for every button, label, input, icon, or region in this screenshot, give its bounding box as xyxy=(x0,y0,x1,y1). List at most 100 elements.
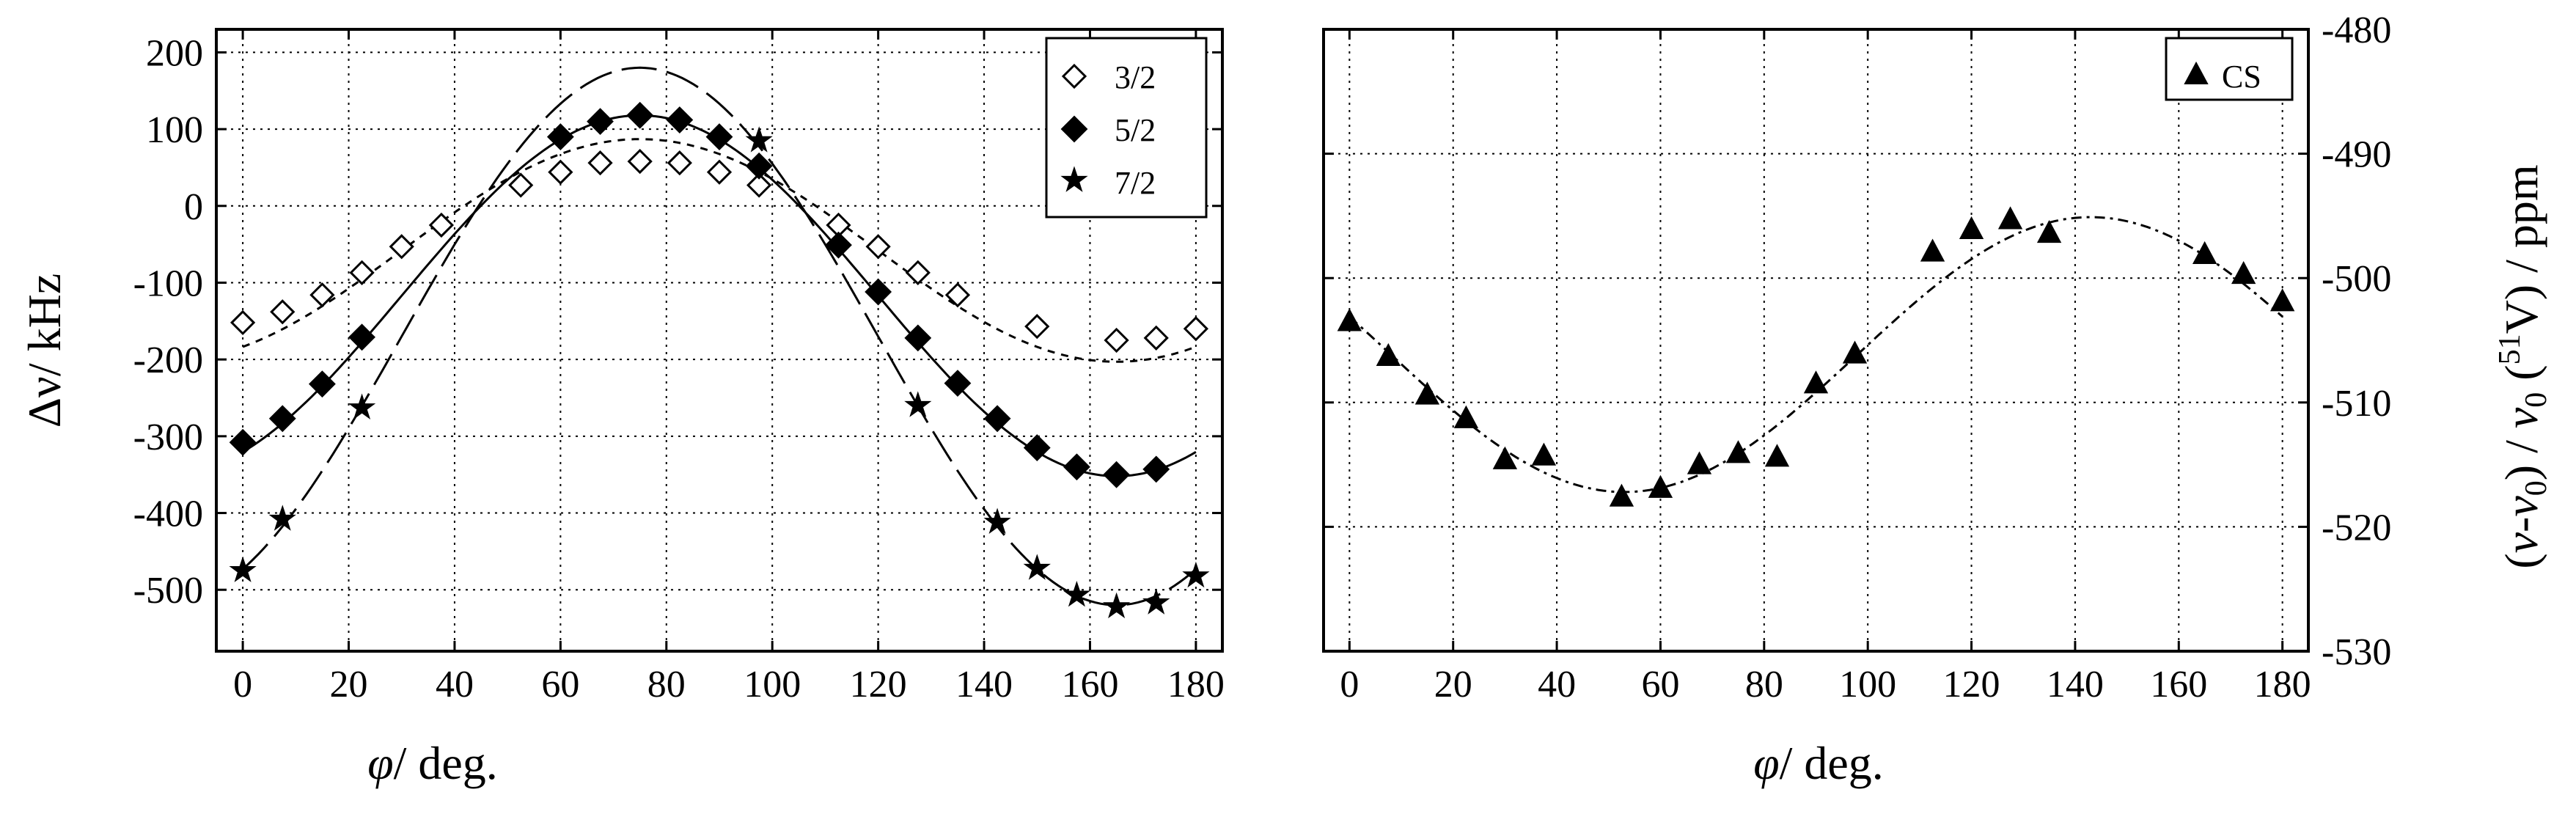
rlab-v: V) / ppm xyxy=(2495,164,2547,334)
data-point xyxy=(944,282,971,308)
data-point xyxy=(1725,440,1751,463)
rlab-sub0a: 0 xyxy=(2520,480,2553,496)
data-point xyxy=(2269,288,2295,312)
data-point xyxy=(1959,216,1984,240)
right-x-axis-unit: / deg. xyxy=(1780,737,1884,789)
x-tick-label: 80 xyxy=(1745,664,1783,705)
data-point xyxy=(1063,453,1090,481)
data-point xyxy=(1764,444,1790,467)
data-point xyxy=(745,152,773,180)
y-tick-label: 200 xyxy=(146,32,203,74)
legend-label-3-2: 3/2 xyxy=(1115,59,1156,95)
right-y-axis-label: (ν-ν0) / ν0 (51V) / ppm xyxy=(2493,164,2553,568)
x-tick-label: 0 xyxy=(233,664,252,705)
data-point xyxy=(508,172,534,198)
data-point xyxy=(865,234,891,260)
data-point xyxy=(1842,340,1868,364)
data-point xyxy=(1142,455,1170,483)
data-point xyxy=(1920,238,1945,262)
data-point xyxy=(667,150,692,176)
data-point xyxy=(1024,314,1050,340)
rlab-nu0a: ν xyxy=(2495,496,2547,517)
left-chart: 0 20 40 60 80 100 120 140 160 180 200 100 0 -100 -200 -… xyxy=(18,28,1225,789)
data-point xyxy=(546,123,574,150)
right-tick-labels: 0 20 40 60 80 100 120 140 160 180 -480 -490 -500 -510… xyxy=(1340,10,2391,705)
legend-item-cs: CS xyxy=(2184,59,2261,95)
data-point xyxy=(268,405,296,433)
data-point xyxy=(706,159,733,185)
y-tick-label: 100 xyxy=(146,109,203,151)
data-point xyxy=(904,391,932,417)
data-point xyxy=(428,212,455,238)
rlab-mid: ) / xyxy=(2495,428,2547,480)
rlab-paren: ( xyxy=(2495,364,2547,392)
x-tick-label: 40 xyxy=(436,664,474,705)
data-point xyxy=(229,428,257,456)
legend-marker-filled-diamond xyxy=(1060,115,1088,143)
rlab-nu0b: ν xyxy=(2495,407,2547,428)
rlab-open: ( xyxy=(2495,553,2547,568)
data-point xyxy=(983,405,1011,433)
y-tick-label: -510 xyxy=(2322,383,2391,425)
x-tick-label: 160 xyxy=(1061,664,1118,705)
left-y-axis-symbol: Δν xyxy=(18,376,70,428)
data-point xyxy=(1492,446,1518,469)
x-tick-label: 180 xyxy=(2254,664,2311,705)
data-point xyxy=(1104,327,1129,353)
rlab-sub0b: 0 xyxy=(2520,392,2553,408)
y-tick-label: -530 xyxy=(2322,631,2391,673)
data-point xyxy=(229,556,257,582)
left-x-axis-symbol: φ xyxy=(367,737,393,789)
x-tick-label: 40 xyxy=(1538,664,1576,705)
data-point xyxy=(1609,483,1634,507)
left-data-points xyxy=(229,101,1210,619)
y-tick-label: -520 xyxy=(2322,507,2391,549)
data-point xyxy=(1453,405,1479,428)
data-point xyxy=(627,148,653,175)
y-tick-label: -400 xyxy=(133,494,203,535)
x-tick-label: 120 xyxy=(1943,664,2000,705)
data-point xyxy=(1142,588,1170,615)
legend-marker-filled-triangle xyxy=(2184,61,2209,84)
y-tick-label: -200 xyxy=(133,340,203,381)
data-point xyxy=(2192,241,2217,264)
x-tick-label: 100 xyxy=(744,664,801,705)
left-tick-labels: 0 20 40 60 80 100 120 140 160 180 200 100 0 -100 -200 -… xyxy=(133,32,1225,705)
rlab-nu: ν xyxy=(2495,532,2547,553)
y-tick-label: -490 xyxy=(2322,134,2391,176)
fit-curve-2 xyxy=(242,66,1197,606)
x-tick-label: 20 xyxy=(330,664,368,705)
data-point xyxy=(1103,461,1130,488)
legend-item-7-2: 7/2 xyxy=(1060,165,1156,201)
data-point xyxy=(1337,308,1362,331)
right-x-axis-symbol: φ xyxy=(1753,737,1779,789)
right-plot-frame xyxy=(1322,28,2310,653)
legend-label-cs: CS xyxy=(2222,59,2261,95)
left-y-axis-label: Δν/ kHz xyxy=(18,274,70,428)
data-point xyxy=(309,370,336,398)
y-tick-label: -480 xyxy=(2322,10,2391,51)
data-point xyxy=(1102,592,1131,619)
right-grid xyxy=(1324,28,2308,653)
right-data-points xyxy=(1337,206,2295,507)
x-tick-label: 100 xyxy=(1839,664,1896,705)
left-plot-frame xyxy=(215,28,1224,653)
data-point xyxy=(268,505,296,531)
data-point xyxy=(1143,325,1169,351)
x-tick-label: 120 xyxy=(850,664,907,705)
data-point xyxy=(905,260,931,285)
data-point xyxy=(1376,342,1401,367)
data-point xyxy=(349,260,375,285)
left-x-axis-unit: / deg. xyxy=(394,737,498,789)
legend-marker xyxy=(1061,63,1087,89)
legend-label-5-2: 5/2 xyxy=(1115,112,1156,148)
data-point xyxy=(389,234,414,260)
data-point xyxy=(348,393,376,419)
left-y-axis-unit: / kHz xyxy=(18,274,70,376)
fit-curve-0 xyxy=(1348,216,2283,494)
legend-item-3-2: 3/2 xyxy=(1061,59,1156,95)
data-point xyxy=(587,108,614,136)
right-chart: 0 20 40 60 80 100 120 140 160 180-480-490-500-510… xyxy=(1322,10,2553,789)
legend-marker xyxy=(2184,61,2209,84)
